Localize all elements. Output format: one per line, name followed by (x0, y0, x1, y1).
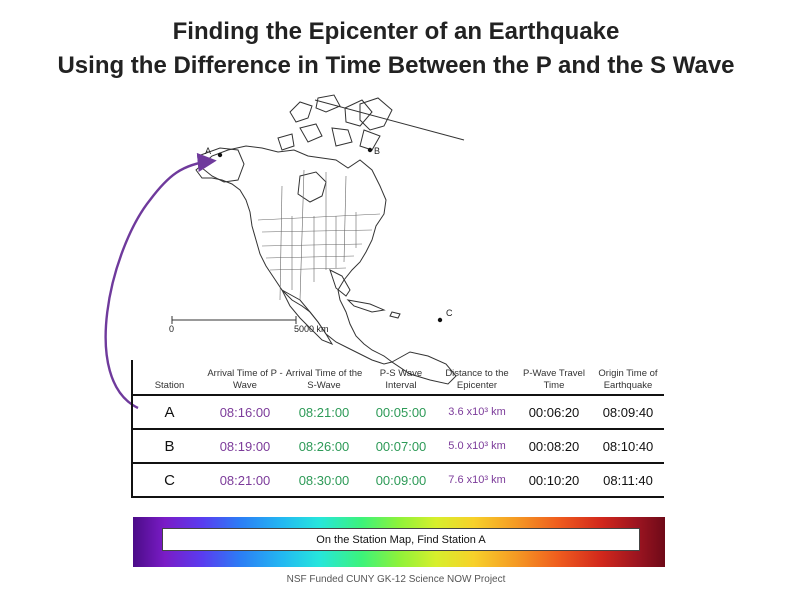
cell-p-travel: 00:10:20 (516, 463, 592, 498)
station-b-marker (367, 147, 373, 153)
cell-origin-time: 08:09:40 (592, 395, 664, 430)
cell-p-travel: 00:06:20 (516, 395, 592, 430)
banner-text-box: On the Station Map, Find Station A (162, 528, 640, 551)
footer-credit: NSF Funded CUNY GK-12 Science NOW Projec… (286, 574, 506, 585)
cell-s-arrival: 08:30:00 (284, 463, 364, 498)
table-row: C 08:21:00 08:30:00 00:09:00 7.6 x10³ km… (131, 463, 664, 498)
cell-station: A (131, 395, 206, 430)
cell-ps-interval: 00:05:00 (364, 395, 438, 430)
cell-p-arrival: 08:16:00 (206, 395, 284, 430)
cell-s-arrival: 08:26:00 (284, 429, 364, 464)
cell-origin-time: 08:11:40 (592, 463, 664, 498)
header-s-arrival: Arrival Time of the S-Wave (284, 360, 364, 396)
header-station: Station (131, 360, 206, 396)
map-state-borders (257, 169, 381, 301)
station-c-marker (437, 317, 443, 323)
header-distance: Distance to the Epicenter (438, 360, 516, 396)
cell-p-arrival: 08:21:00 (206, 463, 284, 498)
cell-distance: 7.6 x10³ km (438, 463, 516, 498)
map-coastline (195, 94, 457, 385)
header-ps-interval: P-S Wave Interval (364, 360, 438, 396)
scale-start-label: 0 (169, 324, 174, 334)
table-row: B 08:19:00 08:26:00 00:07:00 5.0 x10³ km… (131, 429, 664, 464)
pointer-line (314, 99, 465, 141)
page-subtitle: Using the Difference in Time Between the… (57, 52, 735, 79)
cell-distance: 5.0 x10³ km (438, 429, 516, 464)
cell-ps-interval: 00:09:00 (364, 463, 438, 498)
cell-station: B (131, 429, 206, 464)
purple-arrow (104, 152, 217, 410)
cell-p-arrival: 08:19:00 (206, 429, 284, 464)
cell-s-arrival: 08:21:00 (284, 395, 364, 430)
station-a-label: A (205, 146, 211, 156)
cell-station: C (131, 463, 206, 498)
page-title: Finding the Epicenter of an Earthquake (172, 18, 620, 45)
station-a-marker (217, 152, 223, 158)
table-row: A 08:16:00 08:21:00 00:05:00 3.6 x10³ km… (131, 395, 664, 430)
earthquake-data-table: Station Arrival Time of P -Wave Arrival … (131, 360, 664, 498)
scale-end-label: 5000 km (294, 324, 329, 334)
header-p-travel: P-Wave Travel Time (516, 360, 592, 396)
station-c-label: C (446, 308, 453, 318)
header-p-arrival: Arrival Time of P -Wave (206, 360, 284, 396)
station-b-label: B (374, 146, 380, 156)
cell-p-travel: 00:08:20 (516, 429, 592, 464)
cell-ps-interval: 00:07:00 (364, 429, 438, 464)
cell-distance: 3.6 x10³ km (438, 395, 516, 430)
banner-text: On the Station Map, Find Station A (316, 534, 486, 546)
header-origin-time: Origin Time of Earthquake (592, 360, 664, 396)
table-header-row: Station Arrival Time of P -Wave Arrival … (131, 360, 664, 396)
cell-origin-time: 08:10:40 (592, 429, 664, 464)
